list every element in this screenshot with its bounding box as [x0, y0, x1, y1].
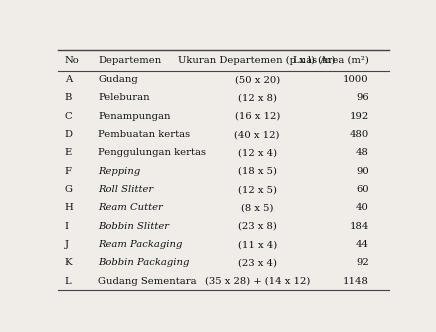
Text: 1148: 1148: [343, 277, 369, 286]
Text: (35 x 28) + (14 x 12): (35 x 28) + (14 x 12): [204, 277, 310, 286]
Text: Ream Cutter: Ream Cutter: [99, 204, 163, 212]
Text: 60: 60: [356, 185, 369, 194]
Text: 192: 192: [350, 112, 369, 121]
Text: Peleburan: Peleburan: [99, 94, 150, 103]
Text: (16 x 12): (16 x 12): [235, 112, 280, 121]
Text: (23 x 4): (23 x 4): [238, 258, 277, 267]
Text: 1000: 1000: [343, 75, 369, 84]
Text: C: C: [65, 112, 72, 121]
Text: Gudang Sementara: Gudang Sementara: [99, 277, 197, 286]
Text: 44: 44: [356, 240, 369, 249]
Text: L: L: [65, 277, 71, 286]
Text: K: K: [65, 258, 72, 267]
Text: 96: 96: [356, 94, 369, 103]
Text: 480: 480: [350, 130, 369, 139]
Text: 92: 92: [356, 258, 369, 267]
Text: Ukuran Departemen (p x l) (m): Ukuran Departemen (p x l) (m): [178, 56, 336, 65]
Text: Gudang: Gudang: [99, 75, 138, 84]
Text: Bobbin Packaging: Bobbin Packaging: [99, 258, 190, 267]
Text: (40 x 12): (40 x 12): [235, 130, 280, 139]
Text: Bobbin Slitter: Bobbin Slitter: [99, 222, 170, 231]
Text: (8 x 5): (8 x 5): [241, 204, 273, 212]
Text: (12 x 5): (12 x 5): [238, 185, 277, 194]
Text: D: D: [65, 130, 73, 139]
Text: F: F: [65, 167, 72, 176]
Text: (11 x 4): (11 x 4): [238, 240, 277, 249]
Text: H: H: [65, 204, 73, 212]
Text: Pembuatan kertas: Pembuatan kertas: [99, 130, 191, 139]
Text: I: I: [65, 222, 68, 231]
Text: A: A: [65, 75, 72, 84]
Text: Repping: Repping: [99, 167, 141, 176]
Text: G: G: [65, 185, 73, 194]
Text: (23 x 8): (23 x 8): [238, 222, 277, 231]
Text: Penampungan: Penampungan: [99, 112, 171, 121]
Text: Penggulungan kertas: Penggulungan kertas: [99, 148, 206, 157]
Text: Ream Packaging: Ream Packaging: [99, 240, 183, 249]
Text: (12 x 8): (12 x 8): [238, 94, 277, 103]
Text: 48: 48: [356, 148, 369, 157]
Text: B: B: [65, 94, 72, 103]
Text: 40: 40: [356, 204, 369, 212]
Text: No: No: [65, 56, 79, 65]
Text: 90: 90: [356, 167, 369, 176]
Text: (18 x 5): (18 x 5): [238, 167, 277, 176]
Text: Luas Area (m²): Luas Area (m²): [293, 56, 369, 65]
Text: 184: 184: [349, 222, 369, 231]
Text: Departemen: Departemen: [99, 56, 162, 65]
Text: (50 x 20): (50 x 20): [235, 75, 280, 84]
Text: Roll Slitter: Roll Slitter: [99, 185, 153, 194]
Text: E: E: [65, 148, 72, 157]
Text: (12 x 4): (12 x 4): [238, 148, 277, 157]
Text: J: J: [65, 240, 69, 249]
